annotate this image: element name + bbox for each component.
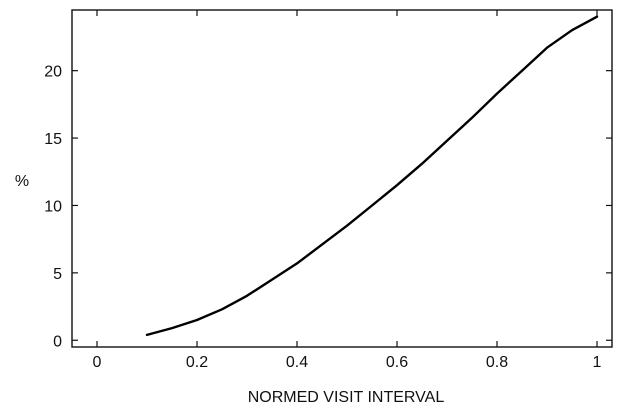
plot-frame (71, 9, 613, 348)
y-tick-label: 0 (53, 333, 62, 350)
x-tick-label: 0.4 (286, 354, 308, 371)
x-axis-label: NORMED VISIT INTERVAL (248, 389, 445, 406)
y-tick-label: 10 (44, 198, 62, 215)
series-line-0 (145, 15, 599, 337)
series-layer (145, 15, 599, 337)
y-axis-label: % (15, 173, 29, 190)
y-tick-label: 20 (44, 64, 62, 81)
x-tick-label: 0.8 (486, 354, 508, 371)
x-tick-label: 0 (93, 354, 102, 371)
x-tick-label: 1 (593, 354, 602, 371)
x-tick-label: 0.2 (186, 354, 208, 371)
axes-layer (71, 9, 613, 348)
y-tick-label: 15 (44, 131, 62, 148)
x-tick-label: 0.6 (386, 354, 408, 371)
y-tick-label: 5 (53, 266, 62, 283)
